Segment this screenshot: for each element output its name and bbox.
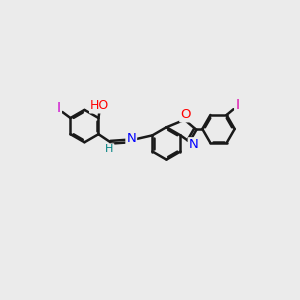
Text: H: H [105,144,113,154]
Text: HO: HO [90,100,109,112]
Text: O: O [180,108,191,122]
Text: I: I [57,101,61,115]
Text: N: N [189,138,198,151]
Text: I: I [235,98,239,112]
Text: N: N [126,132,136,145]
